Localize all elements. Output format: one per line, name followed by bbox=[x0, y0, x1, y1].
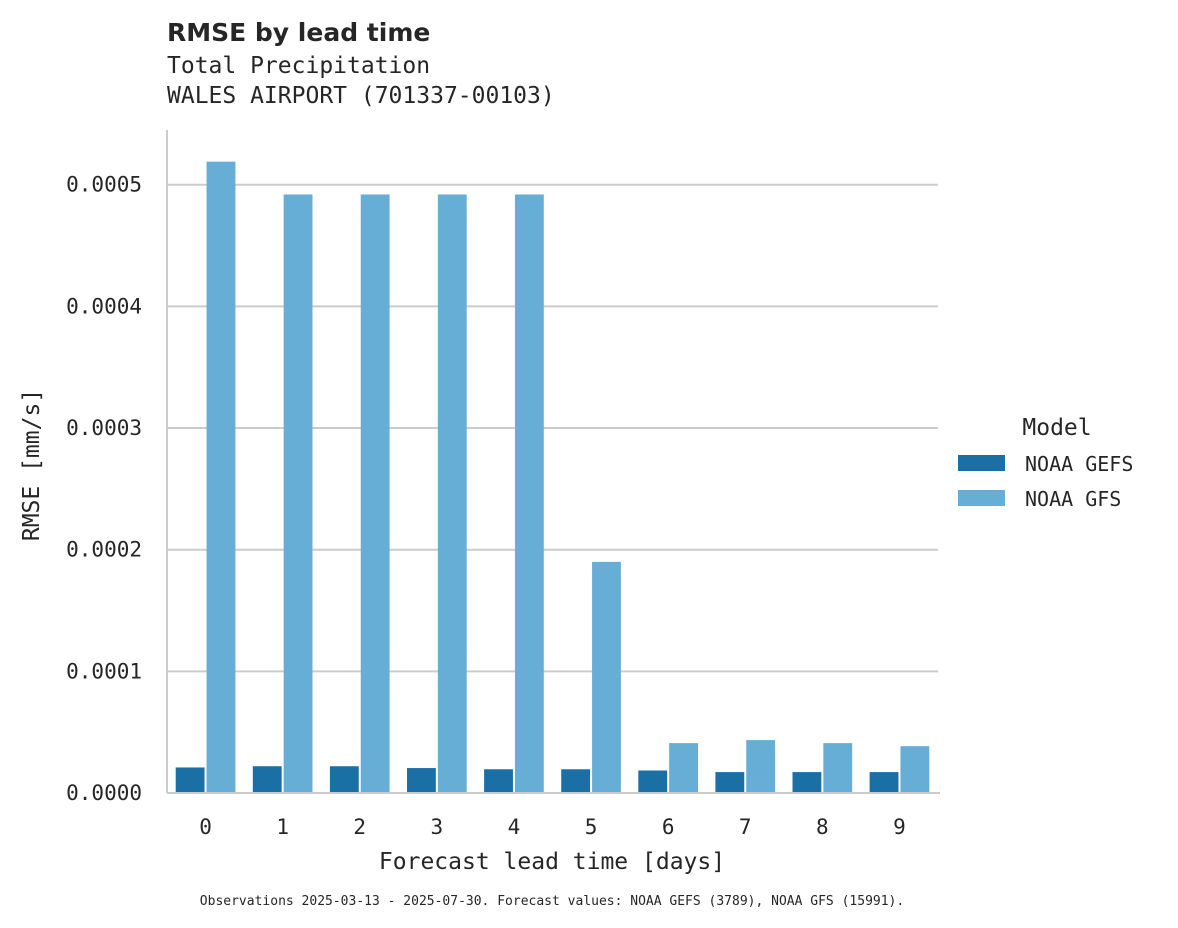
legend-title: Model bbox=[1022, 415, 1091, 441]
legend-label: NOAA GFS bbox=[1025, 487, 1121, 511]
bar bbox=[283, 194, 313, 794]
y-tick-label: 0.0005 bbox=[66, 173, 142, 197]
bar bbox=[514, 194, 544, 794]
legend-swatch bbox=[958, 455, 1005, 471]
bar bbox=[407, 768, 436, 793]
legend-swatch bbox=[958, 490, 1005, 506]
bar bbox=[561, 769, 591, 793]
x-tick-label: 9 bbox=[893, 815, 906, 839]
bar bbox=[175, 767, 205, 793]
gridlines bbox=[167, 183, 938, 673]
y-tick-label: 0.0001 bbox=[66, 659, 142, 683]
legend: Model NOAA GEFS NOAA GFS bbox=[958, 415, 1133, 511]
x-tick-label: 7 bbox=[739, 815, 752, 839]
y-tick-label: 0.0000 bbox=[66, 781, 142, 805]
bar bbox=[823, 743, 853, 793]
x-tick-label: 8 bbox=[816, 815, 829, 839]
x-axis-label: Forecast lead time [days] bbox=[379, 849, 725, 875]
x-tick-labels: 0 1 2 3 4 5 6 7 8 9 bbox=[199, 815, 906, 839]
bar bbox=[206, 161, 236, 793]
x-tick-label: 6 bbox=[662, 815, 675, 839]
bar bbox=[329, 766, 359, 793]
chart-title: RMSE by lead time bbox=[167, 18, 430, 47]
bar bbox=[900, 746, 930, 793]
y-tick-label: 0.0002 bbox=[66, 538, 142, 562]
legend-label: NOAA GEFS bbox=[1025, 452, 1133, 476]
y-tick-label: 0.0004 bbox=[66, 294, 142, 318]
x-tick-label: 1 bbox=[276, 815, 289, 839]
bar bbox=[638, 770, 668, 793]
chart-subtitle-variable: Total Precipitation bbox=[167, 53, 430, 79]
bars bbox=[175, 161, 930, 794]
bar bbox=[715, 772, 745, 793]
x-tick-label: 3 bbox=[431, 815, 444, 839]
bar bbox=[360, 194, 390, 794]
bar bbox=[592, 561, 621, 793]
footnote: Observations 2025-03-13 - 2025-07-30. Fo… bbox=[200, 894, 904, 909]
y-tick-labels: 0.0000 0.0001 0.0002 0.0003 0.0004 0.0005 bbox=[66, 173, 142, 805]
bar bbox=[746, 740, 776, 793]
x-tick-label: 5 bbox=[585, 815, 598, 839]
bar bbox=[484, 769, 513, 793]
chart-subtitle-station: WALES AIRPORT (701337-00103) bbox=[167, 83, 555, 109]
x-tick-label: 4 bbox=[508, 815, 521, 839]
x-tick-label: 0 bbox=[199, 815, 212, 839]
x-tick-label: 2 bbox=[353, 815, 366, 839]
bar bbox=[252, 766, 282, 793]
y-axis-label: RMSE [mm/s] bbox=[19, 389, 45, 541]
y-tick-label: 0.0003 bbox=[66, 416, 142, 440]
bar bbox=[669, 743, 698, 793]
bar bbox=[792, 772, 822, 793]
bar bbox=[437, 194, 467, 794]
legend-items: NOAA GEFS NOAA GFS bbox=[958, 452, 1133, 511]
bar bbox=[869, 772, 899, 793]
